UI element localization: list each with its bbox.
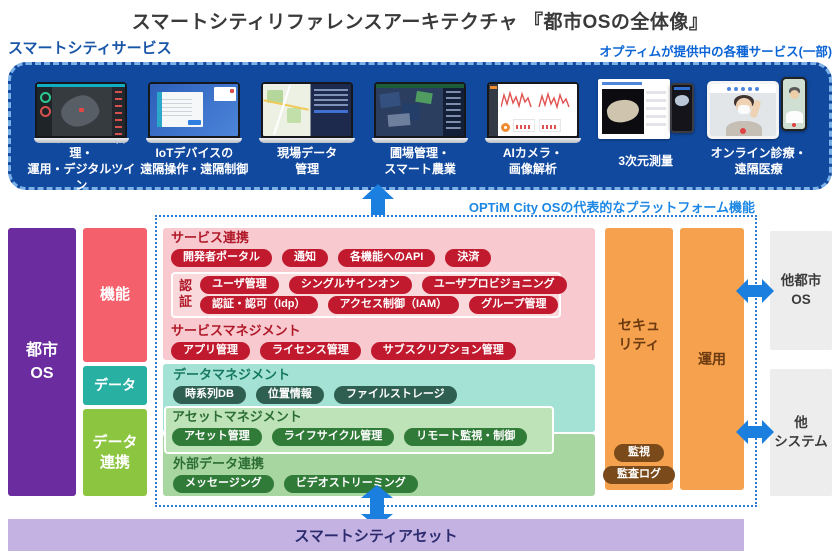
smart-agriculture-screenshot bbox=[372, 75, 468, 143]
pill-iam: アクセス制御（IAM） bbox=[327, 296, 460, 314]
pill-developer-portal: 開発者ポータル bbox=[171, 249, 272, 267]
pill-timeseries-db: 時系列DB bbox=[173, 386, 246, 404]
function-section: サービス連携 開発者ポータル 通知 各機能へのAPI 決済 認証 ユーザ管理 シ… bbox=[163, 228, 595, 360]
pill-api: 各機能へのAPI bbox=[338, 249, 436, 267]
pill-audit-log: 監査ログ bbox=[603, 466, 675, 484]
platform-asset-arrow bbox=[361, 485, 393, 527]
ai-camera-screenshot bbox=[485, 75, 581, 143]
operation-title: 運用 bbox=[698, 350, 726, 367]
pill-group-management: グループ管理 bbox=[469, 296, 559, 314]
pill-user-provisioning: ユーザプロビジョニング bbox=[421, 276, 567, 294]
layer-data: データ bbox=[83, 366, 147, 405]
city-os-platform-box: サービス連携 開発者ポータル 通知 各機能へのAPI 決済 認証 ユーザ管理 シ… bbox=[155, 215, 757, 507]
patient-graphic bbox=[737, 105, 750, 114]
pill-user-management: ユーザ管理 bbox=[200, 276, 279, 294]
pill-idp: 認証・認可（Idp） bbox=[200, 296, 318, 314]
layer-function: 機能 bbox=[83, 228, 147, 362]
service-label: 現場データ 管理 bbox=[277, 146, 338, 176]
service-label: オンライン診療・ 遠隔医療 bbox=[710, 146, 807, 176]
service-item-smart-agriculture: 圃場管理・ スマート農業 bbox=[366, 75, 475, 181]
doctor-graphic bbox=[785, 111, 803, 123]
pill-single-sign-on: シングルサインオン bbox=[288, 276, 412, 294]
pill-license-management: ライセンス管理 bbox=[260, 342, 361, 360]
remote-desktop-graphic bbox=[150, 84, 239, 136]
platform-functions-label: OPTiM City OSの代表的なプラットフォーム機能 bbox=[468, 200, 755, 215]
service-management-title: サービスマネジメント bbox=[171, 323, 301, 338]
service-label: 3次元測量 bbox=[618, 154, 674, 169]
pill-asset-management: アセット管理 bbox=[172, 428, 262, 446]
page-title: スマートシティリファレンスアーキテクチャ 『都市OSの全体像』 bbox=[131, 12, 709, 33]
3d-scan-graphic bbox=[605, 97, 641, 125]
pill-messaging: メッセージング bbox=[173, 475, 274, 493]
other-city-os-box: 他都市 OS bbox=[770, 231, 832, 350]
laptop-frame bbox=[372, 82, 468, 143]
service-label: IoTデバイスの管理・ 運用・デジタルツイン bbox=[27, 131, 136, 192]
pill-app-management: アプリ管理 bbox=[171, 342, 250, 360]
laptop-frame bbox=[259, 82, 355, 143]
laptop-frame bbox=[33, 82, 130, 143]
pill-notification: 通知 bbox=[282, 249, 328, 267]
service-item-telemedicine: オンライン診療・ 遠隔医療 bbox=[704, 75, 813, 181]
service-integration-title: サービス連携 bbox=[171, 230, 250, 245]
iot-management-screenshot bbox=[33, 75, 130, 143]
service-item-ai-camera: AIカメラ・ 画像解析 bbox=[478, 75, 587, 181]
line-chart-graphic bbox=[500, 90, 570, 110]
laptop-frame bbox=[146, 82, 243, 143]
service-label: 圃場管理・ スマート農業 bbox=[384, 146, 456, 176]
smart-city-services-panel: IoTデバイスの管理・ 運用・デジタルツイン IoTデバイスの 遠隔操作・遠隔制… bbox=[8, 62, 832, 192]
service-label: AIカメラ・ 画像解析 bbox=[502, 146, 563, 176]
iot-remote-control-screenshot bbox=[146, 75, 243, 143]
pill-remote-monitoring-control: リモート監視・制御 bbox=[404, 428, 528, 446]
tablet-and-phone-frame bbox=[706, 77, 811, 143]
pill-lifecycle-management: ライフサイクル管理 bbox=[271, 428, 395, 446]
digital-twin-map-graphic bbox=[37, 84, 126, 136]
satellite-fields-graphic bbox=[376, 84, 464, 136]
service-label: IoTデバイスの 遠隔操作・遠隔制御 bbox=[140, 146, 249, 176]
laptop-frame bbox=[485, 82, 581, 143]
data-management-title: データマネジメント bbox=[173, 367, 291, 382]
asset-management-subsection: アセットマネジメント アセット管理 ライフサイクル管理 リモート監視・制御 bbox=[164, 406, 554, 454]
field-data-screenshot bbox=[259, 75, 355, 143]
service-item-iot-remote-control: IoTデバイスの 遠隔操作・遠隔制御 bbox=[140, 75, 249, 181]
provider-services-label: オプティムが提供中の各種サービス(一部) bbox=[599, 45, 832, 59]
layer-data-link: データ 連携 bbox=[83, 409, 147, 496]
security-column: セキュ リティ 監視 監査ログ bbox=[603, 228, 675, 490]
3d-survey-screenshot bbox=[596, 75, 696, 143]
other-system-box: 他 システム bbox=[770, 369, 832, 496]
pill-subscription-management: サブスクリプション管理 bbox=[370, 342, 516, 360]
service-item-iot-management: IoTデバイスの管理・ 運用・デジタルツイン bbox=[27, 75, 136, 192]
pill-video-streaming: ビデオストリーミング bbox=[283, 475, 418, 493]
security-title: セキュ リティ bbox=[618, 317, 660, 352]
call-button-graphic bbox=[739, 128, 746, 134]
auth-subsection: 認証 ユーザ管理 シングルサインオン ユーザプロビジョニング 認証・認可（Idp… bbox=[171, 272, 567, 318]
smart-city-services-label: スマートシティサービス bbox=[8, 40, 172, 57]
phone-frame bbox=[669, 83, 694, 133]
map-list-graphic bbox=[263, 84, 352, 136]
other-system-arrow bbox=[736, 420, 774, 444]
external-data-link-title: 外部データ連携 bbox=[173, 456, 265, 471]
pill-monitoring: 監視 bbox=[614, 444, 664, 462]
telemedicine-screenshot bbox=[706, 75, 811, 143]
operation-column: 運用 bbox=[680, 228, 744, 490]
pill-file-storage: ファイルストレージ bbox=[333, 386, 457, 404]
asset-management-title: アセットマネジメント bbox=[172, 409, 302, 424]
dashboard-charts-graphic bbox=[488, 84, 577, 136]
browser-and-phone-frame bbox=[596, 77, 696, 143]
other-city-os-arrow bbox=[736, 279, 774, 303]
auth-title: 認証 bbox=[179, 278, 193, 309]
service-item-3d-survey: 3次元測量 bbox=[591, 75, 700, 181]
smart-city-asset-bar: スマートシティアセット bbox=[8, 519, 744, 551]
pill-location-info: 位置情報 bbox=[255, 386, 324, 404]
service-item-field-data: 現場データ 管理 bbox=[253, 75, 362, 181]
city-os-box: 都市 OS bbox=[8, 228, 76, 496]
pill-payment: 決済 bbox=[445, 249, 492, 267]
